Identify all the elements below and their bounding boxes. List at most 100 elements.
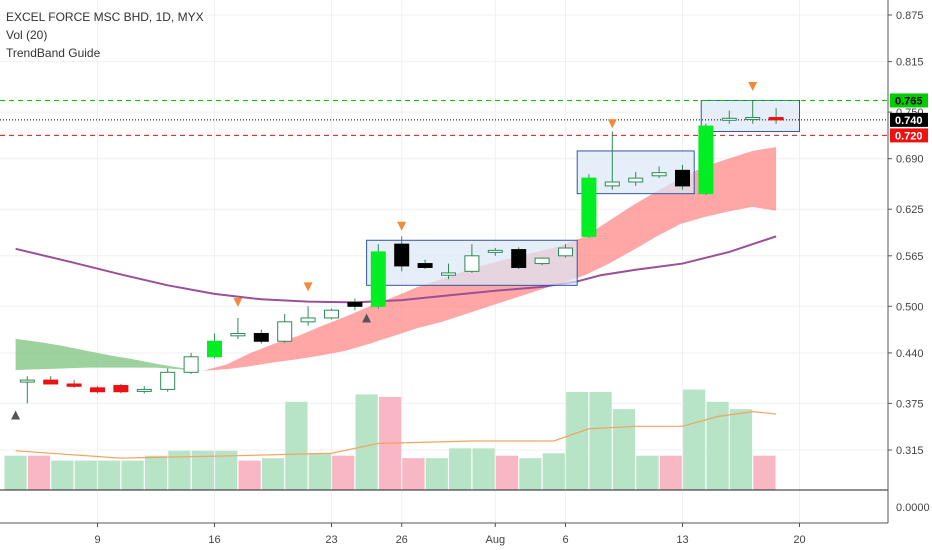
candle-body — [277, 321, 293, 342]
volume-bar — [4, 455, 27, 490]
volume-bar — [215, 450, 238, 490]
candle-body — [441, 272, 456, 276]
price-tick-label: 0.565 — [896, 251, 924, 263]
candle-body — [300, 317, 316, 323]
volume-bar — [74, 460, 97, 490]
volume-bar — [542, 453, 565, 490]
candle-body — [558, 247, 573, 257]
candle-body — [417, 263, 433, 268]
candle-body — [487, 249, 503, 253]
volume-bar — [683, 389, 706, 490]
time-tick-label: 9 — [94, 534, 100, 546]
volume-bar — [449, 448, 472, 490]
candle-body — [464, 255, 480, 272]
price-tick-label: 0.690 — [896, 154, 924, 166]
candle-body — [604, 181, 620, 187]
time-tick-label: Aug — [486, 534, 506, 546]
candle-body — [66, 383, 82, 387]
candle-body — [511, 249, 527, 268]
volume-ma-line — [15, 410, 777, 459]
price-level-tag — [890, 128, 928, 143]
buy-marker — [11, 410, 21, 420]
volume-bar — [308, 453, 331, 490]
candle-body — [534, 257, 550, 265]
candle-body — [136, 388, 152, 392]
volume-bar — [98, 460, 121, 490]
candle-body — [324, 309, 339, 319]
candle-body — [768, 117, 784, 121]
candle-body — [90, 387, 105, 393]
price-levels — [0, 99, 888, 136]
candle-body — [394, 243, 410, 267]
sell-marker — [303, 282, 313, 292]
sell-marker — [233, 297, 243, 307]
candle-body — [43, 379, 59, 385]
candle-body — [651, 172, 667, 177]
time-tick-label: 23 — [325, 534, 337, 546]
candle-body — [253, 332, 269, 342]
candlesticks — [19, 100, 784, 404]
symbol-title[interactable]: EXCEL FORCE MSC BHD, 1D, MYX — [6, 10, 204, 24]
price-tick-label: 0.500 — [896, 301, 924, 313]
trendband-indicator-label[interactable]: TrendBand Guide — [6, 46, 101, 60]
time-tick-label: 16 — [208, 534, 220, 546]
volume-bar — [168, 450, 191, 490]
volume-bar — [261, 458, 285, 490]
candle-body — [721, 117, 737, 121]
candle-body — [183, 356, 199, 373]
volume-bar — [566, 392, 589, 490]
candle-body — [745, 117, 761, 121]
volume-bar — [238, 460, 261, 490]
price-tick-label: 0.875 — [896, 10, 924, 22]
volume-bar — [332, 455, 355, 490]
volume-bar — [472, 448, 495, 490]
price-level-tag — [890, 112, 928, 127]
price-level-tag — [890, 93, 928, 108]
candle-body — [113, 385, 129, 393]
candle-body — [207, 340, 222, 358]
volume-bar — [51, 460, 74, 490]
trend-band-red — [202, 147, 777, 371]
price-axis-background — [889, 0, 932, 550]
slow-trend-line — [15, 235, 777, 304]
sell-marker — [607, 119, 617, 129]
price-tick-label: 0.625 — [896, 204, 924, 216]
sell-marker — [397, 221, 407, 231]
candle-body — [581, 177, 597, 237]
candle-body — [160, 371, 176, 390]
volume-bar — [612, 409, 636, 490]
volume-indicator-label[interactable]: Vol (20) — [6, 28, 48, 42]
consolidation-box — [700, 99, 800, 133]
price-tick-label: 0.315 — [896, 445, 924, 457]
volume-bar — [121, 460, 144, 490]
candle-body — [675, 169, 690, 187]
price-level-tag-label: 0.765 — [895, 95, 923, 107]
volume-bar — [659, 455, 682, 490]
price-tick-label: 0.815 — [896, 57, 924, 69]
volume-bar — [355, 394, 378, 490]
volume-bar — [191, 450, 214, 490]
volume-zero-label: 0.0000 — [896, 502, 930, 514]
signal-markers — [11, 81, 758, 420]
candle-body — [628, 177, 644, 183]
price-tick-label: 0.375 — [896, 398, 924, 410]
volume-bar — [753, 455, 776, 490]
candle-body — [698, 125, 714, 195]
sell-marker — [748, 81, 758, 91]
price-tick-label: 0.440 — [896, 348, 924, 360]
volume-bar — [495, 455, 519, 490]
candle-body — [347, 301, 363, 307]
volume-bar — [706, 401, 729, 490]
time-tick-label: 26 — [396, 534, 408, 546]
candle-body — [19, 379, 35, 383]
volume-bar — [27, 455, 51, 490]
volume-bar — [425, 458, 448, 490]
volume-bar — [285, 401, 308, 490]
time-tick-label: 13 — [676, 534, 688, 546]
time-tick-label: 6 — [562, 534, 568, 546]
candle-body — [230, 332, 246, 337]
volume-bar — [402, 458, 425, 490]
price-level-tag-label: 0.740 — [895, 115, 923, 127]
